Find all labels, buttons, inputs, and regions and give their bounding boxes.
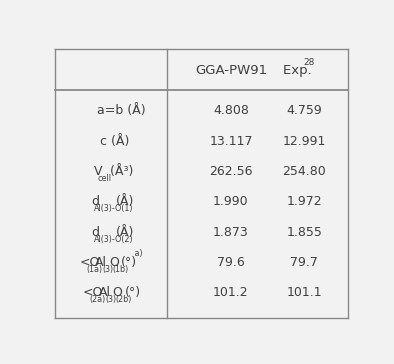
Text: 28: 28	[304, 58, 315, 67]
Text: c (Å): c (Å)	[100, 135, 129, 148]
Text: 1.873: 1.873	[213, 226, 249, 238]
Text: <O: <O	[83, 286, 103, 299]
Text: (Å³): (Å³)	[106, 165, 134, 178]
Text: Exp.: Exp.	[283, 64, 316, 77]
Text: 101.2: 101.2	[213, 286, 249, 299]
Text: d: d	[91, 226, 99, 238]
Text: (3): (3)	[106, 295, 117, 304]
Text: (Å): (Å)	[116, 195, 135, 208]
Text: 1.972: 1.972	[286, 195, 322, 208]
Text: d: d	[91, 195, 99, 208]
Text: <O: <O	[79, 256, 100, 269]
Text: GGA-PW91: GGA-PW91	[195, 64, 267, 77]
Text: cell: cell	[97, 174, 112, 183]
Text: 1.990: 1.990	[213, 195, 249, 208]
Text: Al(3)-O(1): Al(3)-O(1)	[94, 204, 134, 213]
Text: Al: Al	[95, 256, 107, 269]
Text: (2a): (2a)	[90, 295, 106, 304]
Text: (°): (°)	[125, 286, 141, 299]
Text: (Å): (Å)	[116, 226, 135, 238]
Text: 101.1: 101.1	[286, 286, 322, 299]
Text: (°): (°)	[121, 256, 137, 269]
Text: (1a): (1a)	[86, 265, 102, 274]
Text: Al(3)-O(2): Al(3)-O(2)	[94, 234, 134, 244]
Text: O: O	[109, 256, 119, 269]
Text: a): a)	[132, 249, 142, 258]
Text: 12.991: 12.991	[282, 135, 326, 148]
Text: 79.7: 79.7	[290, 256, 318, 269]
Text: 4.808: 4.808	[213, 104, 249, 118]
Text: 254.80: 254.80	[282, 165, 326, 178]
Text: 13.117: 13.117	[209, 135, 253, 148]
Text: V: V	[94, 165, 102, 178]
Text: 79.6: 79.6	[217, 256, 245, 269]
Text: 4.759: 4.759	[286, 104, 322, 118]
Text: 1.855: 1.855	[286, 226, 322, 238]
Text: a=b (Å): a=b (Å)	[97, 104, 145, 118]
Text: O: O	[112, 286, 122, 299]
Text: (2b): (2b)	[115, 295, 132, 304]
Text: (3): (3)	[102, 265, 113, 274]
Text: 262.56: 262.56	[209, 165, 253, 178]
Text: Al: Al	[98, 286, 110, 299]
Text: (1b): (1b)	[112, 265, 128, 274]
